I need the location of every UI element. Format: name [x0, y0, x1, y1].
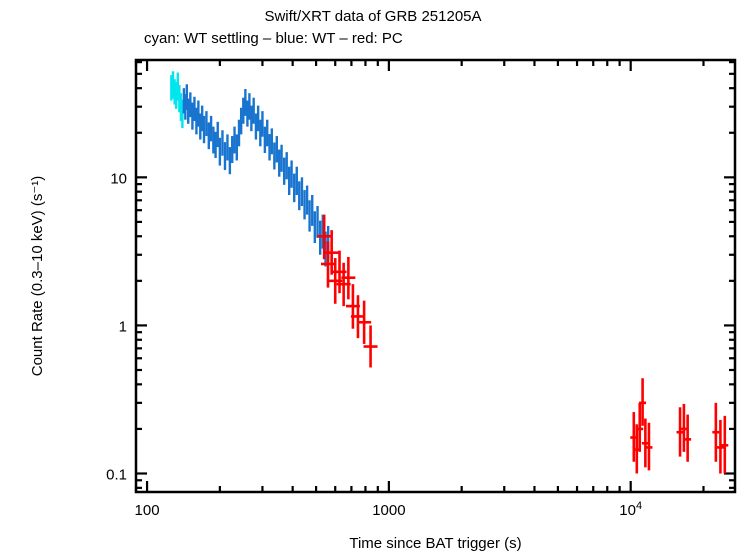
axes-group	[134, 58, 737, 494]
y-tick-label: 0.1	[106, 466, 127, 483]
data-series-group	[170, 71, 729, 474]
y-tick-label: 10	[110, 170, 127, 187]
x-tick-label: 104	[619, 500, 642, 519]
axis-labels-group: 100 1000 104 10 1 0.1 Time since BAT trigger (…	[29, 170, 642, 552]
plot-frame	[134, 58, 737, 494]
x-tick-label: 1000	[372, 502, 405, 519]
chart-subtitle-legend: cyan: WT settling – blue: WT – red: PC	[144, 30, 403, 47]
y-axis-title: Count Rate (0.3–10 keV) (s⁻¹)	[29, 176, 46, 377]
x-axis-title: Time since BAT trigger (s)	[349, 535, 521, 552]
series-pc	[317, 214, 729, 474]
series-wt	[182, 84, 330, 267]
y-tick-label: 1	[119, 318, 127, 335]
x-tick-label: 100	[135, 502, 160, 519]
chart-title: Swift/XRT data of GRB 251205A	[264, 8, 482, 25]
series-wt-settling	[170, 71, 184, 129]
